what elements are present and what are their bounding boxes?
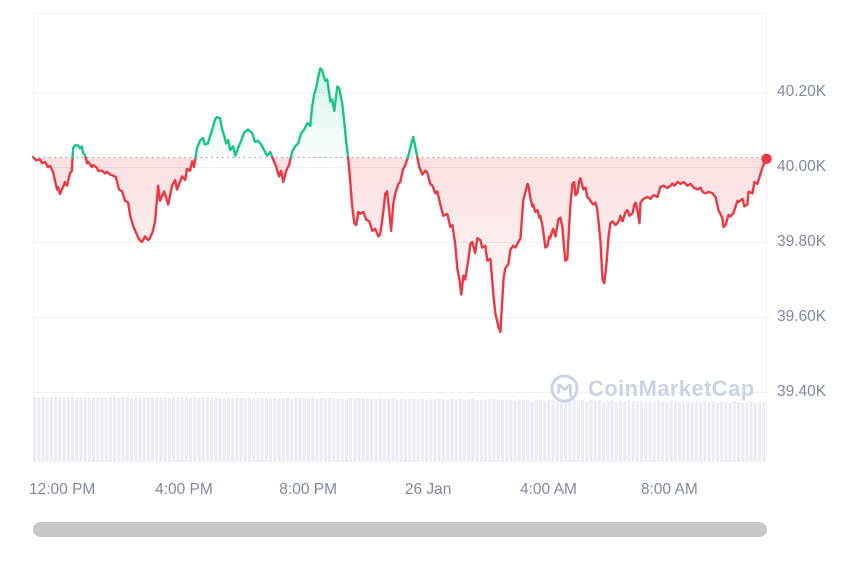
x-axis-label: 8:00 AM xyxy=(640,481,698,498)
x-axis-label: 12:00 PM xyxy=(28,481,96,498)
y-axis-label: 39.60K xyxy=(777,308,827,325)
x-axis-label: 8:00 PM xyxy=(279,481,338,498)
x-axis-label: 26 Jan xyxy=(404,481,452,498)
last-price-dot xyxy=(761,153,772,164)
y-axis-label: 39.40K xyxy=(777,383,827,400)
y-axis-label: 39.80K xyxy=(777,233,827,250)
y-axis-label: 40.20K xyxy=(777,83,827,100)
x-axis-label: 4:00 AM xyxy=(519,481,577,498)
volume-bars xyxy=(33,396,766,462)
x-axis-label: 4:00 PM xyxy=(155,481,213,498)
price-line xyxy=(31,67,768,334)
horizontal-scrollbar-thumb[interactable] xyxy=(33,522,767,537)
area-fills xyxy=(33,68,767,332)
y-axis-label: 40.00K xyxy=(777,158,827,175)
